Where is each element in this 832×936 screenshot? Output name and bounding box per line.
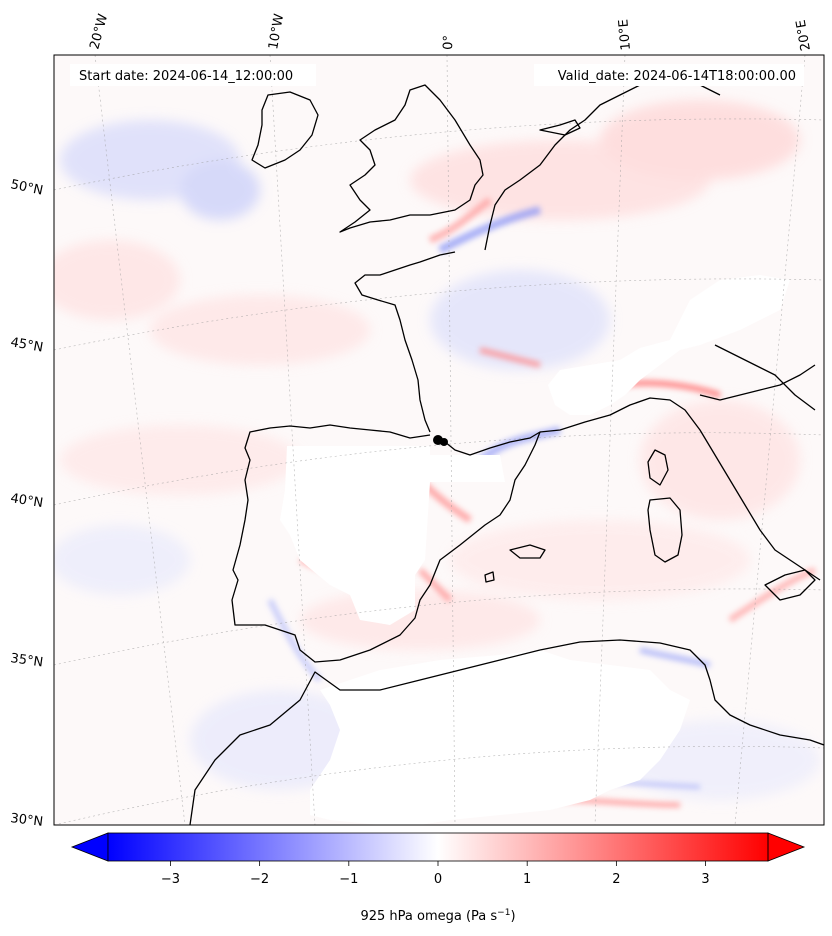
masked-terrain — [280, 275, 790, 825]
lon-label-10e: 10°E — [616, 19, 634, 51]
colorbar-ticks: −3 −2 −1 0 1 2 3 — [161, 861, 710, 887]
valid-date-text: Valid_date: 2024-06-14T18:00:00.00 — [558, 69, 796, 84]
graticule — [54, 55, 824, 825]
colorbar-tick-label: 3 — [701, 872, 709, 887]
latitude-labels: 50°N 45°N 40°N 35°N 30°N — [9, 177, 44, 830]
lon-label-20w: 20°W — [87, 12, 111, 51]
lat-label-35n: 35°N — [9, 651, 44, 670]
colorbar-tick-label: −2 — [250, 872, 269, 887]
map-panel: Start date: 2024-06-14_12:00:00 Valid_da… — [9, 12, 825, 830]
start-date-annotation: Start date: 2024-06-14_12:00:00 — [70, 64, 316, 86]
map-frame — [53, 54, 825, 826]
marker-cluster — [433, 435, 448, 446]
lat-label-40n: 40°N — [9, 491, 44, 511]
longitude-labels: 20°W 10°W 0° 10°E 20°E — [87, 12, 814, 52]
lon-label-20e: 20°E — [794, 19, 814, 52]
colorbar-extend-min — [70, 832, 109, 862]
omega-field — [54, 55, 824, 825]
colorbar-tick-label: 2 — [612, 872, 620, 887]
lon-label-0: 0° — [441, 35, 457, 50]
colorbar-label: 925 hPa omega (Pa s−1) — [360, 908, 515, 924]
lat-label-45n: 45°N — [9, 335, 44, 355]
lat-label-30n: 30°N — [10, 811, 44, 830]
start-date-text: Start date: 2024-06-14_12:00:00 — [79, 69, 293, 84]
colorbar-tick-label: −1 — [339, 872, 358, 887]
colorbar-extend-max — [767, 832, 806, 862]
colorbar-tick-label: 1 — [523, 872, 531, 887]
colorbar: −3 −2 −1 0 1 2 3 925 hPa omega (Pa s−1) — [70, 832, 806, 924]
colorbar-tick-label: −3 — [161, 872, 180, 887]
lat-label-50n: 50°N — [9, 177, 44, 198]
colorbar-gradient — [108, 833, 768, 861]
colorbar-tick-label: 0 — [434, 872, 442, 887]
valid-date-annotation: Valid_date: 2024-06-14T18:00:00.00 — [534, 64, 804, 86]
lon-label-10w: 10°W — [266, 13, 287, 51]
